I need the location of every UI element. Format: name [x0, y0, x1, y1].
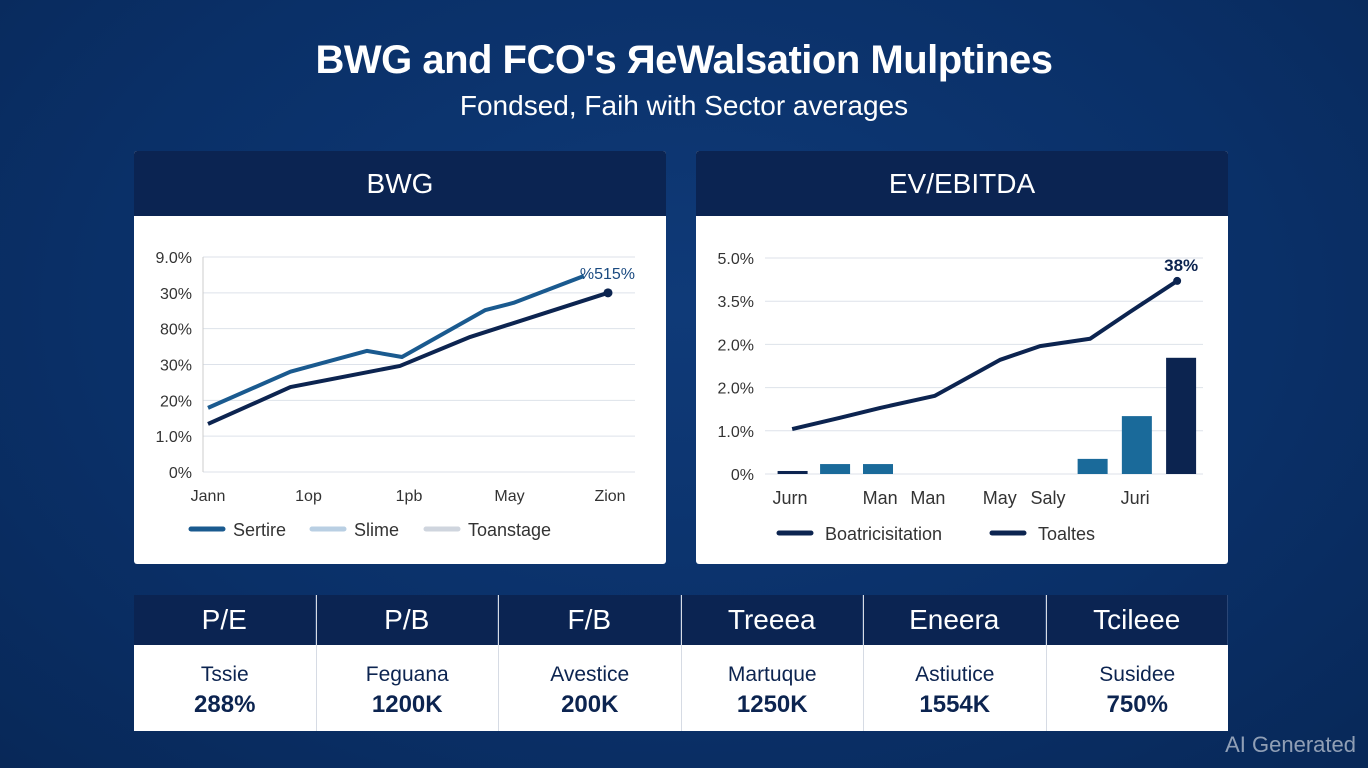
- bar: [1121, 416, 1152, 474]
- y-tick-label: 1.0%: [718, 424, 754, 441]
- x-tick-label: 1op: [295, 488, 322, 505]
- column-label: Susidee: [1099, 663, 1176, 686]
- column-header: P/E: [134, 595, 316, 645]
- legend-label: Slime: [354, 520, 399, 540]
- column-value: 750%: [1106, 691, 1168, 718]
- chart-title: EV/EBITDA: [696, 151, 1228, 216]
- y-tick-label: 2.0%: [718, 337, 754, 354]
- column-label: Feguana: [365, 663, 449, 686]
- y-tick-label: 20%: [160, 393, 192, 410]
- column-header: Tcileee: [1046, 595, 1228, 645]
- legend-label: Boatricisitation: [825, 524, 942, 544]
- y-tick-label: 0%: [731, 467, 754, 484]
- watermark: AI Generated: [1225, 732, 1356, 757]
- y-tick-label: 30%: [160, 286, 192, 303]
- y-tick-label: 1.0%: [156, 429, 192, 446]
- end-value-label: %515%: [580, 266, 635, 283]
- column-header: Eneera: [864, 595, 1046, 645]
- column-value: 1250K: [736, 691, 808, 718]
- x-tick-label: May: [983, 488, 1017, 508]
- ev-ebitda-chart-panel: EV/EBITDA 0% 1.0% 2.0% 2.0% 3.5% 5.0% Jurn Man M…: [696, 151, 1228, 564]
- series-line-sertire: [207, 290, 609, 426]
- x-tick-label: May: [494, 488, 524, 505]
- column-value: 288%: [194, 691, 256, 718]
- column-label: Tssie: [200, 663, 249, 686]
- page-subtitle: Fondsed, Faih with Sector averages: [459, 90, 909, 121]
- table-column: P/B Feguana 1200K: [316, 595, 499, 731]
- column-header: F/B: [499, 595, 681, 645]
- column-header: P/B: [316, 595, 498, 645]
- table-column: Tcileee Susidee 750%: [1046, 595, 1228, 731]
- x-tick-label: Man: [910, 488, 945, 508]
- column-value: 200K: [561, 691, 619, 718]
- y-tick-label: 2.0%: [718, 381, 754, 398]
- legend-label: Toanstage: [468, 520, 551, 540]
- end-value-label: 38%: [1164, 256, 1198, 275]
- table-column: Eneera Astiutice 1554K: [864, 595, 1047, 731]
- y-tick-label: 30%: [160, 358, 192, 375]
- x-tick-label: Zion: [594, 488, 625, 505]
- y-tick-label: 3.5%: [718, 294, 754, 311]
- bwg-chart-panel: BWG 0% 1.0% 20% 30% 80% 30% 9.0% Jann 1op 1pb May Z…: [134, 151, 666, 564]
- legend-label: Sertire: [233, 520, 286, 540]
- chart-title: BWG: [134, 151, 666, 216]
- y-tick-label: 9.0%: [156, 250, 192, 267]
- bar: [820, 464, 851, 474]
- legend-label: Toaltes: [1038, 524, 1095, 544]
- bwg-line-chart: 0% 1.0% 20% 30% 80% 30% 9.0% Jann 1op 1pb May Zion%…: [156, 250, 635, 540]
- column-label: Astiutice: [915, 663, 995, 686]
- series-line: [791, 279, 1179, 432]
- page-title: BWG and FCO's ЯeWalsation Mulptines: [315, 38, 1053, 82]
- x-tick-label: 1pb: [396, 488, 423, 505]
- series-line-sline: [207, 274, 585, 410]
- bar: [1077, 458, 1108, 474]
- table-column: P/E Tssie 288%: [134, 595, 317, 731]
- y-tick-label: 5.0%: [718, 251, 754, 268]
- bar: [1166, 357, 1197, 474]
- column-header: Treeea: [681, 595, 863, 645]
- ev-ebitda-chart: 0% 1.0% 2.0% 2.0% 3.5% 5.0% Jurn Man Man May Saly J…: [718, 251, 1203, 544]
- table-column: F/B Avestice 200K: [499, 595, 682, 731]
- x-tick-label: Jurn: [772, 488, 807, 508]
- x-tick-label: Jann: [191, 488, 226, 505]
- column-value: 1200K: [371, 691, 443, 718]
- x-tick-label: Man: [863, 488, 898, 508]
- y-tick-label: 0%: [169, 465, 192, 482]
- column-label: Martuque: [727, 663, 817, 686]
- table-column: Treeea Martuque 1250K: [681, 595, 864, 731]
- bar: [777, 470, 808, 474]
- column-value: 1554K: [919, 691, 991, 718]
- y-tick-label: 80%: [160, 322, 192, 339]
- bar: [863, 464, 894, 474]
- end-point-marker: [1173, 276, 1182, 285]
- multiples-table: P/E Tssie 288% P/B Feguana 1200K F/B Avestice 20…: [134, 595, 1228, 731]
- x-tick-label: Juri: [1121, 488, 1150, 508]
- end-point-marker: [603, 288, 613, 298]
- column-label: Avestice: [550, 663, 630, 686]
- x-tick-label: Saly: [1030, 488, 1065, 508]
